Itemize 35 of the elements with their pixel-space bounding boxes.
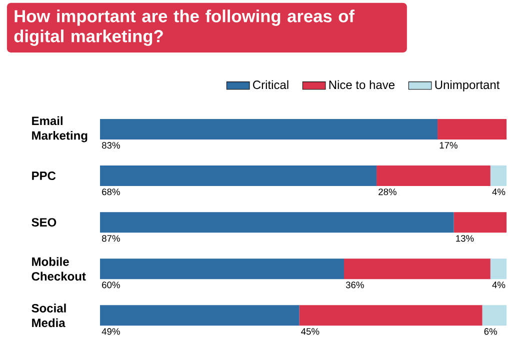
bar <box>100 258 344 280</box>
chart-title: How important are the following areas of digital marketing? <box>14 10 355 46</box>
y-tick-label: Email Marketing <box>32 116 88 142</box>
data-label: 4% <box>492 188 506 196</box>
legend-label: Nice to have <box>329 80 395 90</box>
bar <box>482 305 507 326</box>
legend-label: Critical <box>253 80 288 90</box>
data-label: 68% <box>102 188 120 196</box>
data-label: 17% <box>440 142 458 149</box>
data-label: 49% <box>102 328 120 335</box>
bar <box>100 212 454 233</box>
y-tick-label: PPC <box>32 172 56 180</box>
bar <box>490 258 507 280</box>
data-label: 6% <box>484 328 498 335</box>
bar <box>299 305 482 326</box>
bar <box>454 212 507 233</box>
bar <box>438 119 507 140</box>
data-label: 36% <box>346 282 364 288</box>
data-label: 4% <box>492 282 506 288</box>
bar <box>490 166 507 186</box>
data-label: 60% <box>102 282 120 288</box>
bar <box>100 166 377 186</box>
legend-label: Unimportant <box>435 80 500 92</box>
data-label: 45% <box>301 328 320 335</box>
bar <box>344 258 490 280</box>
data-label: 28% <box>378 188 396 196</box>
y-tick-label: Mobile Checkout <box>32 257 86 281</box>
data-label: 13% <box>456 235 474 242</box>
data-label: 87% <box>102 235 120 242</box>
bar <box>100 305 300 326</box>
y-tick-label: SEO <box>32 218 56 227</box>
bar <box>376 166 490 186</box>
bar <box>100 119 438 140</box>
y-tick-label: Social Media <box>32 304 66 328</box>
data-label: 83% <box>102 142 120 149</box>
